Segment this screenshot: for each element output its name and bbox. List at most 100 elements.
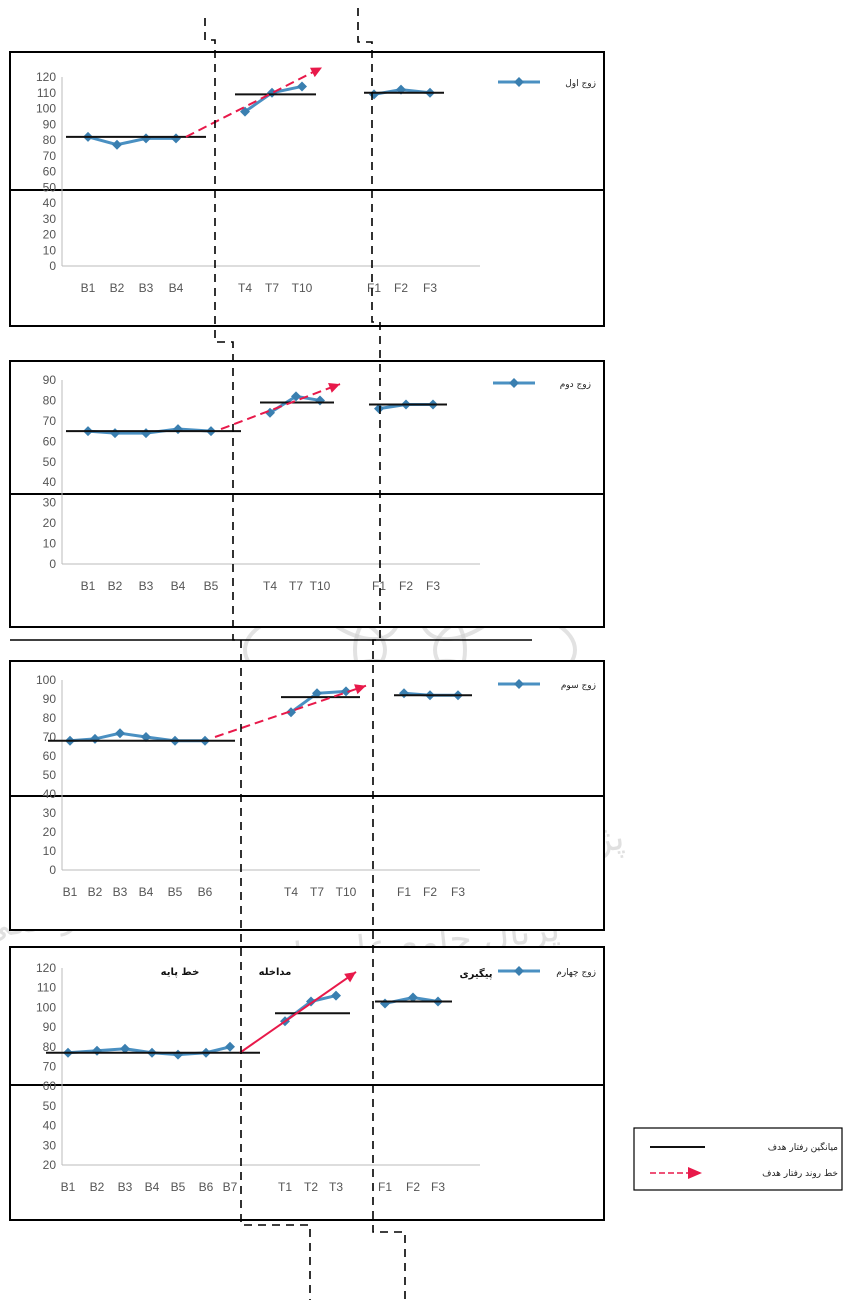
- annotation-treatment: مداخله: [259, 967, 292, 978]
- y-tick-label: 50: [43, 1099, 57, 1113]
- y-tick-label: 70: [43, 1060, 57, 1074]
- trend-line: [185, 66, 323, 138]
- panel-frame: [9, 946, 605, 1221]
- x-tick-label: B5: [171, 1180, 186, 1194]
- x-tick-label: F1: [372, 579, 386, 593]
- legend-label: زوج سوم: [561, 681, 596, 691]
- annotation-baseline: خط پایه: [161, 967, 200, 978]
- legend-marker: [514, 966, 524, 976]
- x-tick-label: B4: [169, 281, 184, 295]
- data-point: [286, 707, 296, 718]
- y-tick-label: 80: [43, 133, 57, 147]
- x-tick-label: F1: [367, 281, 381, 295]
- x-tick-label: F3: [451, 885, 465, 899]
- data-point: [265, 407, 275, 418]
- y-tick-label: 60: [43, 749, 57, 763]
- trend-line: [214, 684, 367, 738]
- y-tick-label: 40: [43, 196, 57, 210]
- y-tick-label: 0: [49, 557, 56, 571]
- chart-panel-2: 90 80 70 60 50 40 30 20 10 0 B1 B2 B3 B4 B5 T4 T7 T10 F1 F2…: [9, 360, 605, 628]
- y-tick-label: 40: [43, 787, 57, 801]
- x-tick-label: T2: [304, 1180, 318, 1194]
- legend-marker: [514, 77, 524, 87]
- y-tick-label: 20: [43, 516, 57, 530]
- y-tick-label: 0: [49, 259, 56, 273]
- y-tick-label: 20: [43, 228, 57, 242]
- x-tick-label: F2: [399, 579, 413, 593]
- x-tick-label: T4: [284, 885, 298, 899]
- legend-label: زوج دوم: [560, 380, 591, 390]
- x-tick-label: T4: [263, 579, 277, 593]
- legend-key-mean-label: میانگین رفتار هدف: [768, 1141, 838, 1153]
- x-tick-label: B2: [108, 579, 123, 593]
- data-point: [297, 81, 307, 92]
- y-tick-label: 110: [37, 981, 56, 995]
- y-tick-label: 10: [43, 243, 57, 257]
- x-tick-label: T1: [278, 1180, 292, 1194]
- y-tick-label: 70: [43, 414, 57, 428]
- x-tick-label: B3: [118, 1180, 133, 1194]
- x-tick-label: T10: [336, 885, 357, 899]
- series-line-baseline: [87, 135, 176, 147]
- chart-panel-4: 120 110 100 90 80 70 60 50 40 30 20 B1 B2 B3 B4 B5 B6 B7 T…: [9, 946, 605, 1221]
- data-point: [374, 403, 384, 414]
- legend-marker: [509, 378, 519, 388]
- y-tick-label: 30: [43, 496, 57, 510]
- data-point: [291, 391, 301, 402]
- y-tick-label: 80: [43, 711, 57, 725]
- y-tick-label: 30: [43, 806, 57, 820]
- trend-line: [220, 383, 341, 431]
- data-point: [115, 728, 125, 739]
- y-tick-label: 120: [36, 961, 56, 975]
- x-tick-label: B2: [90, 1180, 105, 1194]
- y-tick-label: 60: [43, 434, 57, 448]
- legend-marker: [514, 679, 524, 689]
- x-tick-label: B1: [81, 579, 96, 593]
- phase-line-baseline-treatment: [204, 18, 311, 1300]
- y-tick-label: 0: [49, 863, 56, 877]
- x-tick-label: F2: [423, 885, 437, 899]
- data-point: [141, 732, 151, 742]
- legend-key-trend-arrow: [688, 1167, 702, 1179]
- trend-arrowhead: [354, 684, 366, 695]
- y-tick-label: 50: [43, 768, 57, 782]
- y-tick-label: 50: [43, 455, 57, 469]
- x-tick-label: B4: [171, 579, 186, 593]
- y-tick-label: 10: [43, 537, 57, 551]
- y-tick-label: 10: [43, 844, 57, 858]
- y-tick-label: 90: [43, 117, 57, 131]
- x-tick-label: B6: [199, 1180, 214, 1194]
- data-point: [331, 990, 341, 1001]
- y-tick-label: 90: [43, 1020, 57, 1034]
- x-tick-label: F2: [406, 1180, 420, 1194]
- y-tick-label: 40: [43, 1119, 57, 1133]
- y-tick-label: 100: [36, 1000, 56, 1014]
- x-tick-label: B4: [139, 885, 154, 899]
- x-tick-label: B5: [204, 579, 219, 593]
- y-tick-label: 60: [43, 1079, 57, 1093]
- y-tick-label: 20: [43, 1158, 57, 1172]
- y-tick-label: 80: [43, 1040, 57, 1054]
- x-tick-label: T7: [289, 579, 303, 593]
- legend-key-frame: [633, 1127, 843, 1191]
- x-tick-label: T3: [329, 1180, 343, 1194]
- y-tick-label: 80: [43, 393, 57, 407]
- data-point: [112, 139, 122, 150]
- phase-line-treatment-followup: [357, 8, 406, 1300]
- y-tick-label: 100: [36, 673, 56, 687]
- x-tick-label: B1: [81, 281, 96, 295]
- y-tick-label: 110: [37, 86, 56, 100]
- legend-key: میانگین رفتار هدف خط روند رفتار هدف: [633, 1127, 843, 1191]
- trend-arrowhead: [328, 383, 340, 393]
- y-tick-label: 20: [43, 825, 57, 839]
- y-tick-label: 120: [36, 70, 56, 84]
- x-tick-label: T7: [310, 885, 324, 899]
- x-tick-label: B6: [198, 885, 213, 899]
- y-tick-label: 70: [43, 149, 57, 163]
- x-tick-label: T10: [310, 579, 331, 593]
- y-tick-label: 90: [43, 373, 57, 387]
- x-tick-label: B2: [110, 281, 125, 295]
- y-tick-label: 30: [43, 212, 57, 226]
